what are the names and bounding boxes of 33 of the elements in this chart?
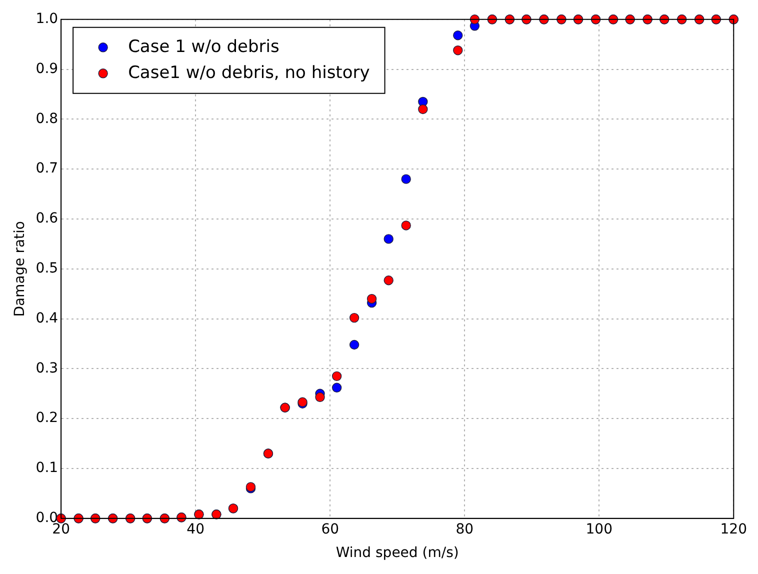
x-tick-label: 80 [456, 521, 474, 538]
point [349, 340, 360, 350]
point [349, 312, 360, 323]
y-tick-label: 0.7 [36, 160, 58, 177]
x-tick-label: 60 [321, 521, 340, 538]
y-tick-label: 0.1 [36, 460, 58, 476]
point [315, 392, 325, 402]
x-tick-label: 40 [186, 521, 204, 538]
point [384, 234, 394, 244]
y-tick-label: 1.0 [36, 11, 58, 28]
y-tick-label: 0.3 [36, 360, 58, 376]
point [332, 371, 342, 382]
point [453, 30, 463, 40]
y-tick-label: 0.8 [36, 110, 58, 127]
point [453, 45, 463, 56]
x-tick-label: 100 [586, 521, 612, 538]
point [332, 382, 342, 393]
point [384, 276, 394, 286]
y-tick-label: 0.6 [36, 210, 58, 227]
point [366, 294, 377, 304]
x-tick-label: 20 [52, 521, 70, 538]
y-tick-label: 0.2 [36, 410, 58, 426]
x-axis-title: Wind speed (m/s) [336, 545, 459, 562]
y-tick-label: 0.4 [36, 310, 58, 326]
point [401, 220, 411, 230]
legend-label: Case1 w/o debris, no history [128, 62, 370, 83]
point [401, 174, 411, 184]
y-tick-label: 0.9 [36, 60, 58, 77]
legend-label: Case 1 w/o debris [128, 36, 280, 57]
y-tick-label: 0.5 [36, 260, 58, 277]
point [418, 104, 428, 114]
y-axis-title: Damage ratio [12, 220, 28, 317]
x-tick-label: 120 [720, 521, 748, 538]
